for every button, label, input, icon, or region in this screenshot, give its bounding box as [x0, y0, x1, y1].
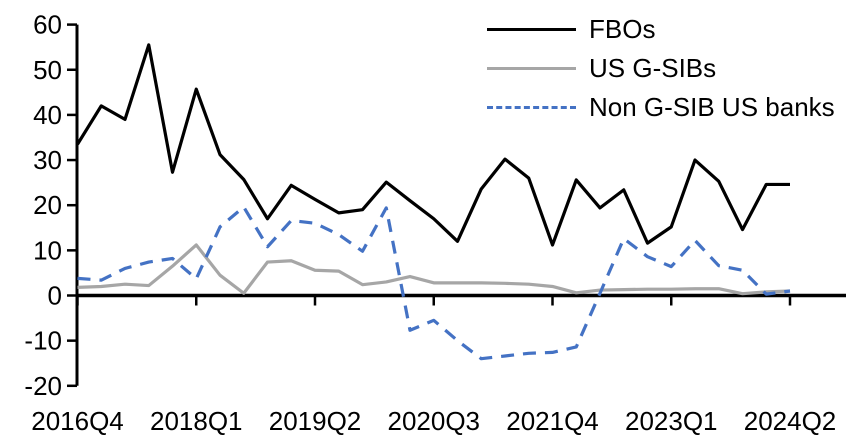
legend-item-fbos: FBOs [487, 10, 847, 49]
series-line-non-g-sib-us-banks [77, 205, 791, 361]
x-axis-tick-label: 2018Q1 [150, 406, 243, 436]
us-gsibs-line-sample [487, 67, 576, 70]
legend-label-fbos: FBOs [589, 13, 656, 44]
legend-label-us-gsibs: US G-SIBs [589, 52, 717, 83]
legend: FBOs US G-SIBs Non G-SIB US banks [487, 10, 847, 127]
y-axis-tick-label: 30 [33, 145, 62, 175]
y-axis-tick-label: -20 [24, 371, 62, 401]
y-axis-tick-label: 60 [33, 10, 62, 40]
x-axis-tick-label: 2023Q1 [625, 406, 718, 436]
non-gsib-line-sample [487, 106, 576, 109]
y-axis-tick-label: 20 [33, 190, 62, 220]
x-axis-tick-label: 2024Q2 [744, 406, 837, 436]
x-axis-tick-label: 2019Q2 [269, 406, 362, 436]
y-axis-tick-label: 10 [33, 235, 62, 265]
y-axis-tick-label: -10 [24, 326, 62, 356]
fbos-line-sample [487, 28, 576, 31]
x-axis-tick-label: 2016Q4 [31, 406, 124, 436]
series-line-fbos [76, 43, 790, 247]
legend-item-us-gsibs: US G-SIBs [487, 49, 847, 88]
y-axis-tick-label: 0 [48, 281, 62, 311]
x-axis-tick-label: 2021Q4 [506, 406, 599, 436]
y-axis-tick-label: 50 [33, 55, 62, 85]
series-line-us-g-sibs [77, 243, 791, 296]
y-axis-tick-label: 40 [33, 100, 62, 130]
legend-item-non-gsib: Non G-SIB US banks [487, 88, 847, 127]
x-axis-tick-label: 2020Q3 [387, 406, 480, 436]
legend-label-non-gsib: Non G-SIB US banks [589, 91, 835, 122]
